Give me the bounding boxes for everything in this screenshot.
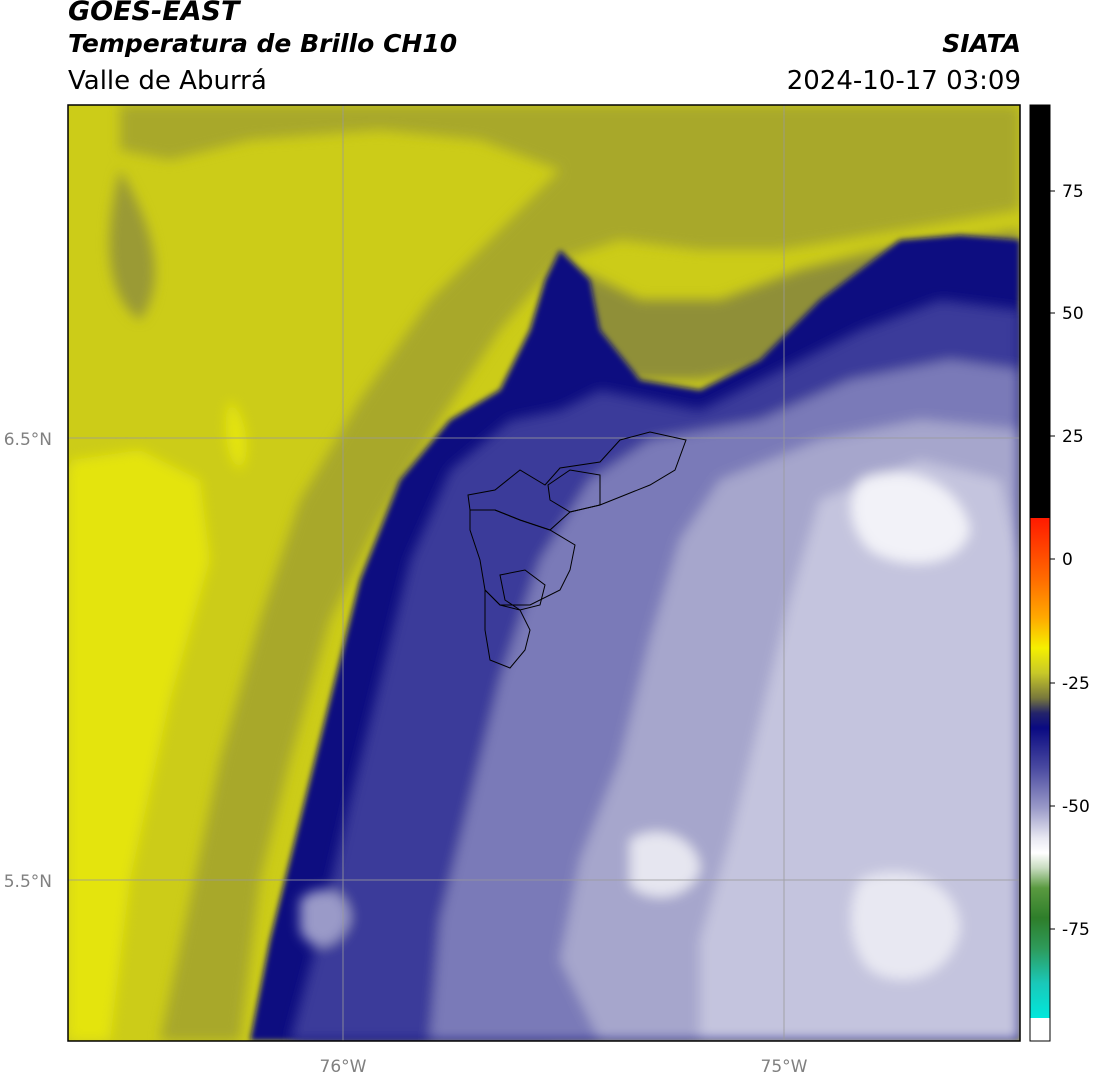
lat-tick-6.5: 6.5°N [4, 430, 52, 450]
lon-tick-75: 75°W [761, 1057, 808, 1077]
bright-yellow-region [68, 450, 210, 1041]
region-subtitle: Valle de Aburrá [68, 66, 267, 96]
colorbar-white-segment [1030, 1018, 1050, 1041]
cb-tick-25: 25 [1062, 427, 1084, 447]
cb-tick-50: 50 [1062, 304, 1084, 324]
lon-tick-76: 76°W [320, 1057, 367, 1077]
cb-tick-minus75: -75 [1062, 920, 1090, 940]
brightness-temperature-field [68, 105, 1020, 1041]
lat-tick-5.5: 5.5°N [4, 872, 52, 892]
cold-top-south [851, 872, 960, 980]
cold-top-north [851, 472, 970, 564]
graticule [68, 105, 1020, 1041]
cb-tick-minus50: -50 [1062, 797, 1090, 817]
brand-label: SIATA [942, 29, 1021, 58]
satellite-title: GOES-EAST [68, 0, 240, 27]
cb-tick-minus25: -25 [1062, 674, 1090, 694]
valle-aburra-boundaries [467, 431, 687, 669]
colorbar-black-segment [1030, 105, 1050, 518]
cb-tick-75: 75 [1062, 182, 1084, 202]
colorbar-gradient [1030, 518, 1050, 1018]
timestamp-label: 2024-10-17 03:09 [786, 66, 1021, 96]
colorbar: 75 50 25 0 -25 -50 -75 [1029, 104, 1090, 1042]
map-frame [67, 104, 1021, 1042]
cb-tick-0: 0 [1062, 550, 1073, 570]
product-title: Temperatura de Brillo CH10 [68, 29, 458, 58]
olive-region [120, 105, 1020, 1041]
